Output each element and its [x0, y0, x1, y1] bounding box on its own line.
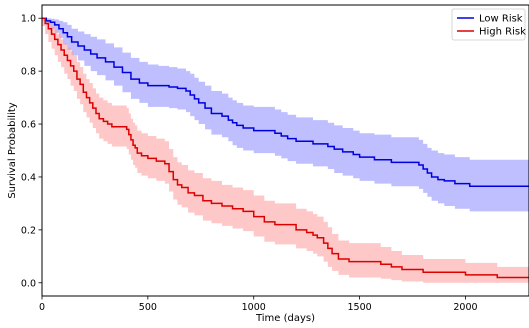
y-tick-label: 1.0 — [21, 14, 36, 25]
high-risk-survival-line — [42, 17, 529, 279]
x-tick-label: 2000 — [453, 302, 477, 313]
x-axis-label: Time (days) — [255, 313, 315, 324]
y-tick-label: 0.8 — [21, 67, 36, 78]
plot-frame — [41, 4, 529, 297]
y-tick-label: 0.0 — [21, 278, 36, 289]
legend-label-high-risk: High Risk — [479, 27, 526, 38]
legend-label-low-risk: Low Risk — [479, 14, 523, 25]
x-axis: 0 500 1000 1500 2000 — [39, 296, 478, 313]
x-tick-label: 1000 — [242, 302, 266, 313]
x-tick-label: 1500 — [348, 302, 372, 313]
confidence-bands — [42, 18, 529, 283]
y-axis-label: Survival Probability — [7, 102, 18, 198]
legend-box — [451, 8, 526, 41]
y-tick-label: 0.2 — [21, 225, 36, 236]
survival-curves — [42, 17, 529, 279]
y-axis: 0.0 0.2 0.4 0.6 0.8 1.0 — [21, 14, 42, 289]
y-tick-label: 0.6 — [21, 120, 36, 131]
low-risk-survival-line — [42, 17, 529, 187]
legend: Low Risk High Risk — [451, 8, 526, 41]
y-tick-label: 0.4 — [21, 172, 36, 183]
x-tick-label: 500 — [139, 302, 157, 313]
x-tick-label: 0 — [39, 302, 45, 313]
high-risk-confidence-band — [42, 18, 529, 283]
